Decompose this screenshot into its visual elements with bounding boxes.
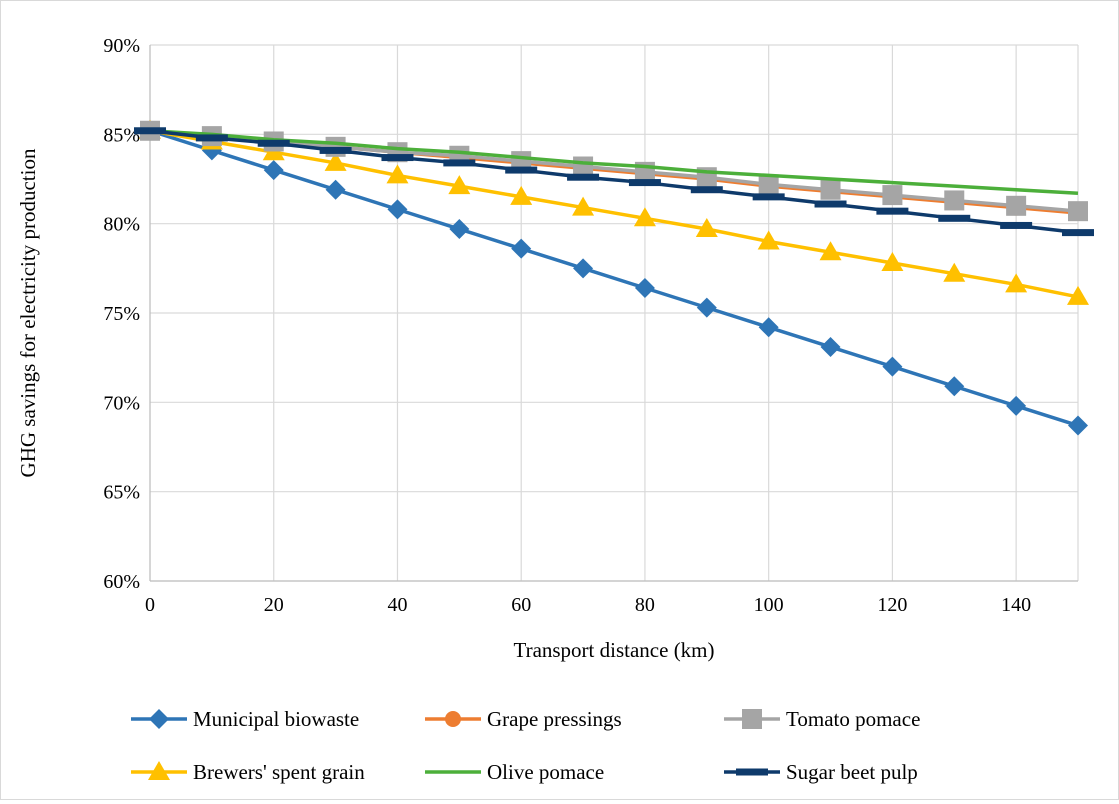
- data-point-diamond: [944, 376, 965, 397]
- series-line: [149, 129, 1079, 213]
- series-olive-pomace: [149, 129, 1079, 196]
- series-sugar-beet-pulp: [134, 127, 1094, 237]
- legend-label: Sugar beet pulp: [786, 760, 918, 784]
- data-point-diamond: [1068, 415, 1088, 436]
- y-tick-label: 70%: [103, 392, 140, 414]
- data-point-diamond: [634, 277, 655, 298]
- series-line: [149, 129, 1079, 299]
- data-point-triangle: [324, 151, 347, 171]
- x-axis-title: Transport distance (km): [513, 638, 714, 662]
- legend-entry: Municipal biowaste: [131, 707, 359, 731]
- data-point-square: [944, 190, 965, 211]
- data-point-square: [742, 709, 762, 729]
- legend-label: Municipal biowaste: [193, 707, 359, 731]
- data-point-triangle: [1067, 285, 1089, 305]
- data-point-diamond: [1006, 395, 1027, 416]
- data-point-triangle: [633, 207, 656, 227]
- data-point-diamond: [820, 336, 841, 357]
- data-point-triangle: [943, 262, 966, 282]
- gridlines: [150, 44, 1079, 582]
- legend-entry: Olive pomace: [425, 760, 604, 784]
- y-tick-label: 60%: [103, 571, 140, 593]
- data-point-dash: [876, 207, 909, 215]
- data-point-square: [1068, 201, 1088, 222]
- series-line: [149, 129, 1079, 196]
- data-point-dash: [814, 200, 847, 208]
- data-point-dash: [1000, 221, 1033, 229]
- legend-label: Tomato pomace: [786, 707, 920, 731]
- legend-entry: Grape pressings: [425, 707, 622, 731]
- data-point-diamond: [263, 160, 284, 181]
- data-point-dash: [567, 173, 600, 181]
- data-point-triangle: [572, 196, 595, 216]
- data-point-dash: [195, 134, 228, 142]
- data-point-dash: [752, 193, 785, 201]
- data-point-triangle: [757, 230, 780, 250]
- data-point-triangle: [386, 164, 409, 184]
- x-tick-label: 100: [754, 594, 784, 616]
- x-tick-label: 120: [877, 594, 907, 616]
- data-point-dash: [319, 146, 352, 154]
- data-point-triangle: [148, 761, 170, 780]
- data-point-triangle: [881, 251, 904, 271]
- y-tick-label: 65%: [103, 482, 140, 504]
- legend: Municipal biowaste Grape pressings Tomato …: [131, 707, 920, 784]
- tick-labels: 60% 65% 70% 75% 80% 85% 90% 0 20 40 60 80 100 120 140: [103, 35, 1031, 616]
- data-point-diamond: [758, 317, 779, 338]
- data-point-square: [573, 156, 594, 177]
- y-tick-label: 75%: [103, 303, 140, 325]
- data-point-diamond: [573, 258, 594, 279]
- x-tick-label: 20: [264, 594, 284, 616]
- legend-entry: Brewers' spent grain: [131, 760, 365, 784]
- data-point-triangle: [448, 175, 471, 195]
- legend-label: Olive pomace: [487, 760, 604, 784]
- data-point-dash: [690, 186, 723, 194]
- data-point-diamond: [511, 238, 532, 259]
- data-point-square: [820, 179, 841, 200]
- legend-label: Brewers' spent grain: [193, 760, 365, 784]
- data-point-circle: [445, 711, 461, 727]
- x-tick-label: 140: [1001, 594, 1031, 616]
- x-tick-label: 0: [145, 594, 155, 616]
- series-line: [149, 129, 1079, 428]
- legend-entry: Sugar beet pulp: [724, 760, 918, 784]
- data-point-dash: [505, 166, 538, 174]
- data-point-diamond: [325, 179, 346, 200]
- data-point-triangle: [510, 185, 533, 205]
- y-tick-label: 80%: [103, 214, 140, 236]
- data-point-triangle: [695, 218, 718, 238]
- x-tick-label: 60: [511, 594, 531, 616]
- data-point-diamond: [696, 297, 717, 318]
- data-point-triangle: [819, 241, 842, 261]
- data-point-dash: [938, 214, 971, 222]
- data-point-dash: [257, 139, 290, 147]
- series-line: [149, 129, 1079, 235]
- x-tick-label: 40: [387, 594, 407, 616]
- data-point-triangle: [1005, 273, 1028, 293]
- data-point-square: [758, 174, 779, 195]
- data-point-dash: [443, 159, 476, 167]
- data-point-diamond: [387, 199, 408, 220]
- series-municipal-biowaste: [140, 120, 1088, 436]
- data-point-square: [882, 185, 903, 206]
- data-point-dash: [736, 768, 768, 776]
- data-point-dash: [1062, 229, 1094, 237]
- data-point-dash: [134, 127, 166, 135]
- legend-label: Grape pressings: [487, 707, 622, 731]
- data-point-dash: [381, 154, 414, 162]
- data-point-diamond: [149, 709, 169, 729]
- data-point-diamond: [882, 356, 903, 377]
- series-group: [134, 119, 1094, 436]
- y-axis-title: GHG savings for electricity production: [16, 148, 40, 477]
- data-point-dash: [628, 179, 661, 187]
- legend-entry: Tomato pomace: [724, 707, 920, 731]
- data-point-square: [1006, 195, 1027, 216]
- data-point-diamond: [449, 219, 470, 240]
- y-tick-label: 85%: [103, 124, 140, 146]
- x-tick-label: 80: [635, 594, 655, 616]
- y-tick-label: 90%: [103, 35, 140, 57]
